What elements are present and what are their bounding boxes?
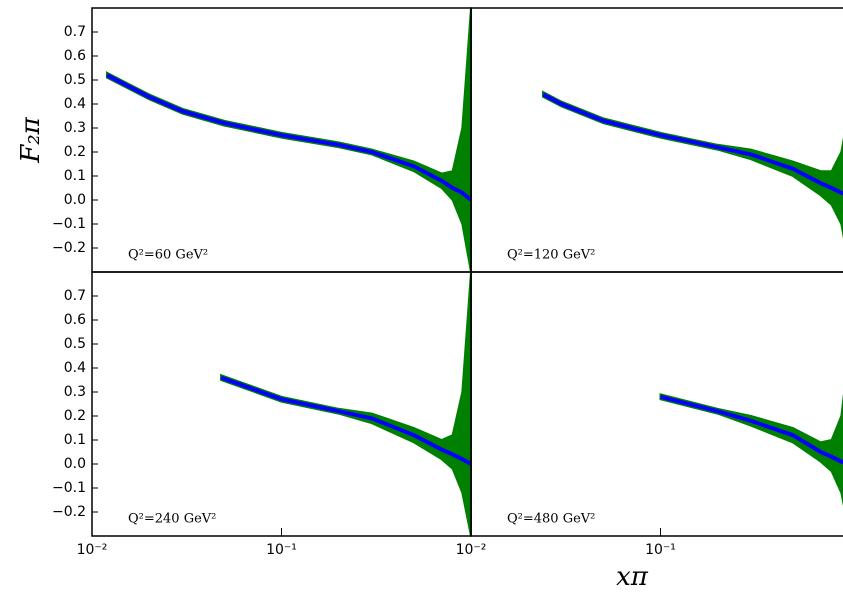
panel-frame: [91, 7, 472, 273]
panel-frame: [470, 271, 843, 537]
x-tick-label: 10⁻¹: [645, 542, 676, 558]
y-tick-label: 0.4: [64, 360, 86, 376]
y-tick-label: 0.6: [64, 48, 86, 64]
curve: [660, 394, 843, 465]
curve: [220, 375, 472, 466]
y-axis-label: F₂π: [16, 116, 46, 163]
panel-label: Q²=120 GeV²: [507, 248, 595, 263]
y-tick-label: 0.3: [64, 120, 86, 136]
error-band: [542, 90, 843, 239]
error-band: [106, 7, 472, 273]
y-tick-label: 0.1: [64, 168, 86, 184]
error-band: [659, 393, 843, 507]
y-tick-label: 0.1: [64, 432, 86, 448]
panel-frame: [91, 271, 472, 537]
y-tick-label: 0.5: [64, 72, 86, 88]
y-tick-label: 0.2: [64, 144, 86, 160]
y-tick-label: 0.2: [64, 408, 86, 424]
y-tick-label: −0.1: [52, 216, 86, 232]
x-axis-label: xπ: [616, 562, 649, 592]
y-tick-label: 0.7: [64, 24, 86, 40]
y-tick-label: −0.2: [52, 504, 86, 520]
y-tick-label: −0.2: [52, 240, 86, 256]
y-tick-label: 0.6: [64, 312, 86, 328]
curve: [542, 92, 843, 196]
panel-label: Q²=60 GeV²: [128, 248, 208, 263]
curve: [106, 73, 473, 202]
y-tick-label: 0.5: [64, 336, 86, 352]
panel-label: Q²=240 GeV²: [128, 512, 216, 527]
panel-frame: [470, 7, 843, 273]
panel-label: Q²=480 GeV²: [507, 512, 595, 527]
y-tick-label: 0.7: [64, 288, 86, 304]
x-tick-label: 10⁻²: [77, 542, 108, 558]
x-tick-label: 10⁻¹: [266, 542, 297, 558]
y-tick-label: 0.4: [64, 96, 86, 112]
y-tick-label: 0.0: [64, 192, 86, 208]
y-tick-label: 0.0: [64, 456, 86, 472]
y-tick-label: −0.1: [52, 480, 86, 496]
y-tick-label: 0.3: [64, 384, 86, 400]
error-band: [220, 271, 472, 537]
x-tick-label: 10⁻²: [456, 542, 487, 558]
